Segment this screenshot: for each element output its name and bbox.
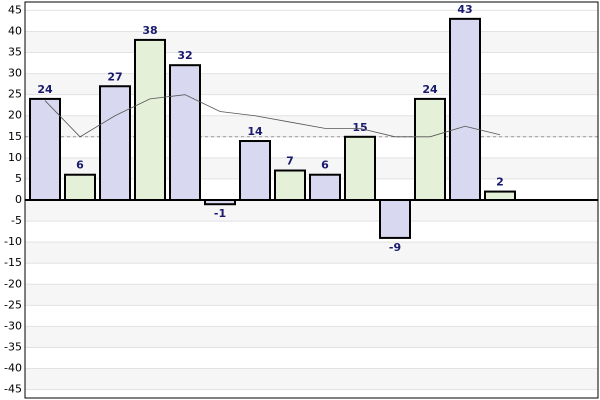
bar: [344, 135, 376, 202]
grid-band: [25, 326, 598, 348]
bar: [134, 38, 166, 202]
y-tick-label: 5: [15, 172, 22, 185]
value-label: 24: [37, 83, 53, 96]
value-label: 6: [76, 159, 84, 172]
value-label: 6: [321, 159, 329, 172]
plot-border: [24, 1, 599, 399]
y-tick-label: 0: [15, 193, 22, 206]
grid-band: [25, 368, 598, 390]
value-label: 15: [352, 121, 367, 134]
y-tick-label: 20: [8, 109, 22, 122]
y-tick-label: -5: [11, 214, 22, 227]
y-tick-label: -10: [4, 235, 22, 248]
bar: [309, 173, 341, 201]
value-label: 24: [422, 83, 438, 96]
value-label: 2: [496, 176, 504, 189]
grid-band: [25, 200, 598, 222]
y-tick-label: -30: [4, 319, 22, 332]
y-tick-label: 15: [8, 130, 22, 143]
value-label: 27: [107, 70, 122, 83]
value-label: 43: [457, 3, 472, 16]
value-label: 38: [142, 24, 157, 37]
y-tick-label: -20: [4, 277, 22, 290]
value-label: 14: [247, 125, 263, 138]
bar: [169, 64, 201, 202]
value-label: 32: [177, 49, 192, 62]
y-tick-label: 40: [8, 24, 22, 37]
value-label: -9: [389, 241, 401, 254]
bar: [29, 97, 61, 201]
grid-band: [25, 31, 598, 53]
y-tick-label: -45: [4, 383, 22, 396]
y-tick-label: 30: [8, 67, 22, 80]
y-tick-label: 10: [8, 151, 22, 164]
trend-line: [44, 94, 501, 138]
y-tick-label: -15: [4, 256, 22, 269]
value-label: 7: [286, 155, 294, 168]
y-tick-label: -35: [4, 340, 22, 353]
bar: [99, 85, 131, 201]
bar: [449, 17, 481, 202]
y-tick-label: 45: [8, 3, 22, 16]
bar: [239, 140, 271, 201]
bar: [484, 190, 516, 201]
y-tick-label: 25: [8, 88, 22, 101]
bar: [274, 169, 306, 201]
value-label: -1: [214, 207, 226, 220]
grid-band: [25, 242, 598, 264]
y-tick-label: -25: [4, 298, 22, 311]
bar: [414, 97, 446, 201]
y-tick-label: 35: [8, 46, 22, 59]
bar: [64, 173, 96, 201]
bar: [379, 199, 411, 239]
y-tick-label: -40: [4, 362, 22, 375]
grid-band: [25, 284, 598, 306]
